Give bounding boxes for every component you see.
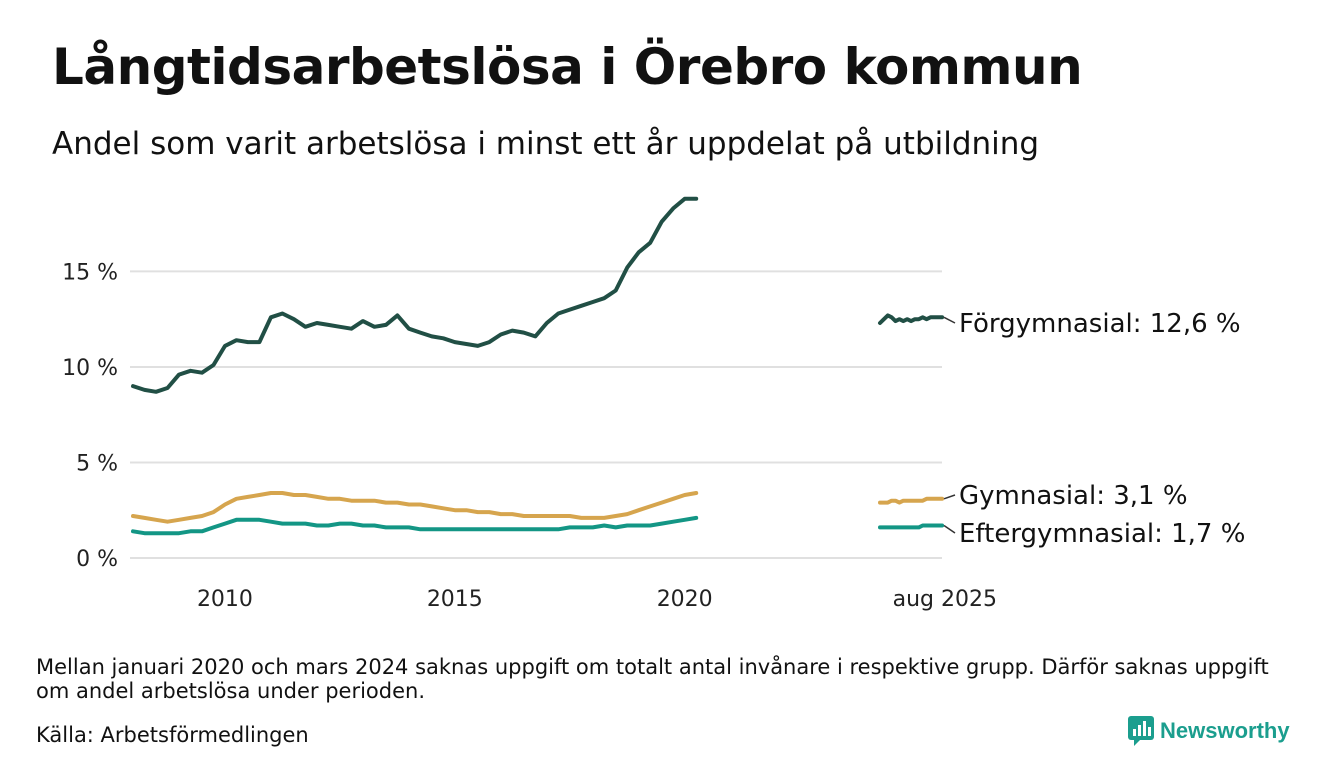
series-end-label: Gymnasial: 3,1 %: [959, 481, 1188, 511]
series-line-gymnasial: [878, 496, 945, 505]
newsworthy-chart-icon: [1128, 716, 1154, 746]
series-line-gymnasial: [131, 491, 699, 524]
series-end-label: Eftergymnasial: 1,7 %: [959, 519, 1245, 549]
series-end-label: Förgymnasial: 12,6 %: [959, 309, 1241, 339]
y-tick-label: 5 %: [76, 451, 118, 476]
brand-name: Newsworthy: [1160, 718, 1290, 743]
series-line-eftergymnasial: [131, 515, 699, 536]
line-chart: 0 % 5 % 10 % 15 % 2010 2015 2020 aug 2025 Förgym…: [62, 196, 1245, 612]
x-tick-label: aug 2025: [893, 587, 997, 612]
label-leader-line: [943, 494, 956, 500]
x-tick-label: 2010: [197, 587, 253, 612]
source-text: Källa: Arbetsförmedlingen: [36, 723, 309, 747]
newsworthy-logo: Newsworthy: [1128, 716, 1290, 746]
series-line-eftergymnasial: [878, 523, 945, 530]
label-leader-line: [943, 316, 956, 324]
series-line-f-rgymnasial: [131, 196, 699, 394]
series-line-f-rgymnasial: [878, 313, 945, 325]
chart-subtitle: Andel som varit arbetslösa i minst ett å…: [52, 126, 1040, 162]
chart-title: Långtidsarbetslösa i Örebro kommun: [52, 38, 1083, 96]
label-leader-line: [943, 524, 956, 534]
y-tick-label: 15 %: [62, 260, 118, 285]
x-tick-label: 2020: [657, 587, 713, 612]
x-tick-label: 2015: [427, 587, 483, 612]
y-tick-label: 10 %: [62, 356, 118, 381]
footnote: Mellan januari 2020 och mars 2024 saknas…: [36, 655, 1269, 703]
y-tick-label: 0 %: [76, 547, 118, 572]
